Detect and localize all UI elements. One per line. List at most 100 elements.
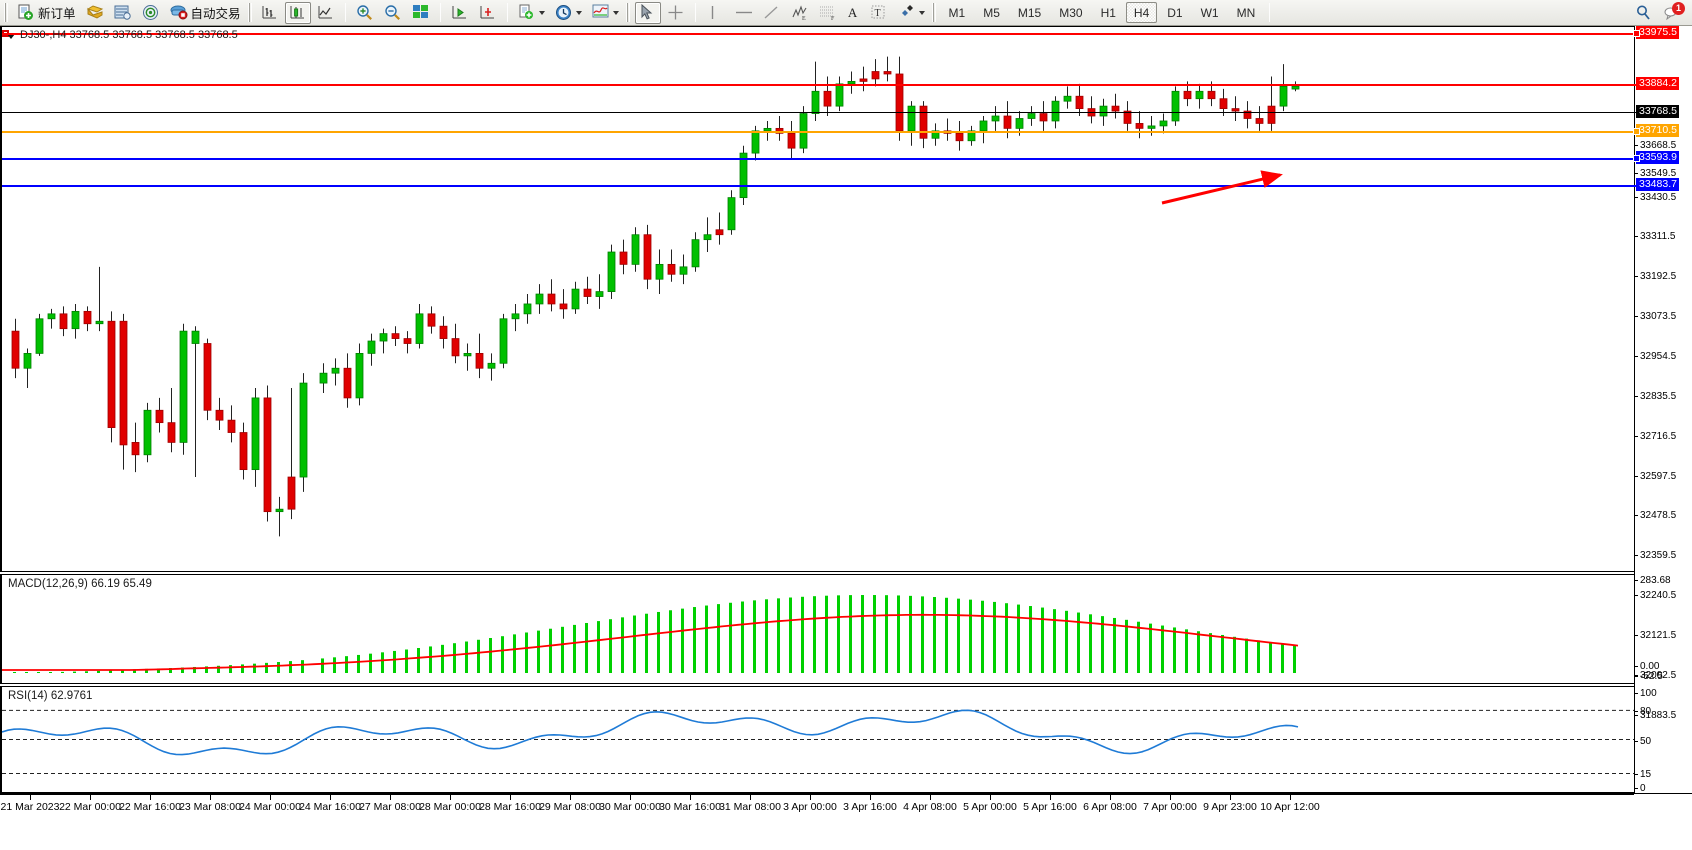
toolbar-grip-1[interactable] [4,3,8,22]
alerts-button[interactable]: 1 [1659,1,1685,24]
candle [23,352,32,369]
timeframe-m30[interactable]: M30 [1059,5,1083,20]
candle [499,318,508,364]
search-button[interactable] [1631,2,1657,24]
crosshair-button[interactable] [663,2,689,24]
horizontal-line-button[interactable] [730,2,756,24]
price-tick: 32716.5 [1635,432,1692,442]
zoom-out-button[interactable] [380,2,406,24]
time-tick [750,794,751,800]
navigator-icon [142,4,160,22]
new-order-button[interactable]: 新订单 [13,2,80,24]
chevron-down-icon[interactable] [538,10,545,15]
macd-histogram-bar [993,601,996,673]
price-scale[interactable]: 33710.5 33668.5 33549.5 33430.5 33311.5 33192… [1634,26,1692,794]
candle [451,338,460,357]
macd-histogram-bar [489,638,492,673]
time-tick [90,794,91,800]
bar-chart-button[interactable] [257,2,283,24]
macd-histogram-bar [381,652,384,673]
time-label: 4 Apr 08:00 [903,801,957,813]
macd-histogram-bar [301,660,304,673]
macd-histogram-bar [705,605,708,673]
price-badge-support[interactable]: 33483.7 [1636,178,1679,191]
candle [1255,118,1264,124]
elliott-wave-button[interactable]: E [786,2,812,24]
fibonacci-button[interactable]: F [814,2,840,24]
candlestick-chart-button[interactable] [284,1,311,24]
timeframe-d1[interactable]: D1 [1167,5,1183,20]
toolbar-separator-2 [439,3,441,22]
trendline-button[interactable] [758,2,784,24]
macd-histogram-bar [1065,610,1068,673]
price-tick: 32359.5 [1635,551,1692,561]
time-label: 6 Apr 08:00 [1083,801,1137,813]
auto-trading-button[interactable]: 自动交易 [166,2,245,24]
price-badge-pivot[interactable]: 33710.5 [1636,124,1679,137]
macd-histogram-bar [345,656,348,673]
price-badge-current-price[interactable]: 33768.5 [1636,105,1679,118]
chevron-down-icon[interactable] [575,10,582,15]
candle [403,338,412,344]
toolbar-grip-3[interactable] [625,3,630,22]
line-chart-button[interactable] [313,2,339,24]
price-tick: 32835.5 [1635,392,1692,402]
annotation-arrow[interactable] [1152,137,1352,227]
time-axis-line [0,794,1634,795]
text-button[interactable]: A [842,2,864,24]
zoom-in-button[interactable] [352,2,378,24]
timeframe-w1[interactable]: W1 [1200,5,1219,20]
expert-advisors-button[interactable] [82,2,108,24]
macd-histogram-bar [453,643,456,673]
timeframe-m1[interactable]: M1 [948,5,966,20]
timeframe-h4[interactable]: H4 [1125,2,1158,23]
price-chart-pane[interactable]: DJ30-,H4 33768.5 33768.5 33768.5 33768.5 [0,26,1640,572]
chevron-down-icon[interactable] [612,10,619,15]
price-badge-resistance[interactable]: 33884.2 [1636,77,1679,90]
candle [59,313,68,330]
toolbar-grip-2[interactable] [247,3,252,22]
macd-indicator-pane[interactable]: MACD(12,26,9) 66.19 65.49 [0,574,1634,684]
macd-histogram-bar [717,604,720,673]
time-scale[interactable]: 21 Mar 2023 22 Mar 00:00 22 Mar 16:00 23 Ma… [0,793,1692,850]
indicators-button[interactable] [588,2,623,24]
time-tick [990,794,991,800]
candle [979,120,988,132]
macd-histogram-bar [357,654,360,673]
toolbar-grip-4[interactable] [931,3,936,22]
timeframe-mn[interactable]: MN [1236,5,1256,20]
auto-scroll-button[interactable] [475,2,501,24]
price-tick: 32002.5 [1635,671,1692,681]
chevron-down-icon[interactable] [918,10,925,15]
price-badge-support[interactable]: 33593.9 [1636,151,1679,164]
chart-area[interactable]: DJ30-,H4 33768.5 33768.5 33768.5 33768.5 [0,26,1692,850]
timeframe-h1[interactable]: H1 [1100,5,1116,20]
navigator-button[interactable] [138,2,164,24]
candle [595,291,604,297]
macd-histogram-bar [333,657,336,673]
timeframe-m5[interactable]: M5 [983,5,1000,20]
data-window-button[interactable] [110,2,136,24]
tile-windows-button[interactable] [408,2,434,24]
rsi-line [2,709,1299,756]
macd-histogram-bar [861,595,864,673]
auto-scroll-icon [479,4,497,22]
rsi-indicator-pane[interactable]: RSI(14) 62.9761 [0,686,1636,793]
shift-chart-button[interactable] [447,2,473,24]
shapes-button[interactable] [894,2,929,24]
period-button[interactable] [551,2,586,24]
templates-button[interactable] [514,2,549,24]
cursor-button[interactable] [634,1,661,24]
macd-histogram-bar [441,644,444,673]
macd-histogram-bar [513,634,516,673]
macd-histogram-bar [465,641,468,673]
time-label: 30 Mar 16:00 [659,801,721,813]
price-badge-resistance[interactable]: 33975.5 [1636,26,1679,39]
chart-dropdown-arrow-icon[interactable] [7,34,15,39]
timeframe-m15[interactable]: M15 [1017,5,1042,20]
macd-histogram-bar [277,662,280,673]
candle [475,352,484,369]
vertical-line-button[interactable] [702,2,728,24]
macd-histogram-bar [573,624,576,673]
text-label-button[interactable]: T [866,2,892,24]
